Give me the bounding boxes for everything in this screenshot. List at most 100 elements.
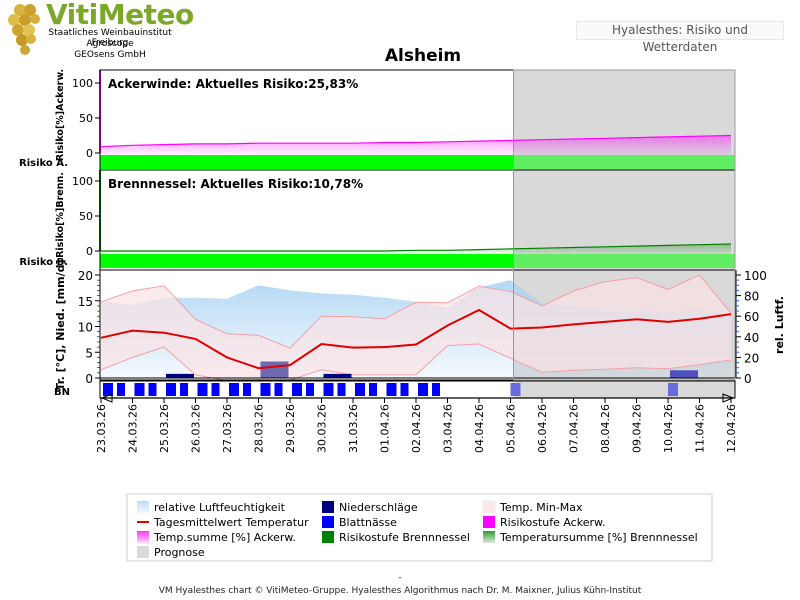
legend-swatch-box [482,500,496,514]
x-tick-label: 02.04.26 [410,404,423,453]
wetness-block [369,383,377,396]
legend-swatch-gradient [137,531,149,543]
wetness-block [306,383,314,396]
weather-ylabel: Tr. [°C], Nied. [mm/d] [54,260,67,391]
brennnessel-annotation: Brennnessel: Aktuelles Risiko:10,78% [108,177,363,191]
ackerwinde-ylabel: Risiko[%]Ackerw. [55,69,66,161]
wetness-block [229,383,239,396]
x-tick-label: 07.04.26 [568,404,581,453]
wetness-block [117,383,125,396]
precipitation-bar [670,370,698,378]
temp-max-line [100,274,732,349]
weather-ytick-right: 100 [744,269,767,283]
precipitation-bar [166,373,194,378]
brennnessel-ytick: 0 [86,245,93,258]
legend-swatch-gradient [483,531,495,543]
x-tick-label: 09.04.26 [631,404,644,453]
prognosis-frame [513,69,736,381]
brennnessel-line [101,243,732,252]
wetness-block [418,383,428,396]
weather-ytick-right: 60 [744,310,759,324]
brand-line-1: Staatliches Weinbauinstitut Freiburg [48,28,172,48]
wetness-block [197,383,208,396]
x-tick-label: 28.03.26 [253,404,266,453]
x-tick-label: 25.03.26 [158,404,171,453]
wetness-block [103,383,113,396]
x-tick-label: 03.04.26 [442,404,455,453]
scroll-left-arrow-icon [100,393,113,403]
weather-ytick-right: 20 [744,351,759,365]
wetness-block [243,383,251,396]
x-tick-label: 12.04.26 [725,404,738,453]
legend-label: Blattnässe [339,516,397,529]
precipitation-bar [323,373,352,378]
wetness-block [510,383,521,396]
ackerwinde-risk-band-prognosis [513,155,735,169]
prognosis-region-wetness [513,381,735,398]
precipitation-bar [260,361,289,378]
weather-ytick-right: 40 [744,331,759,345]
ackerwinde-risk-label: Risiko A. [19,158,68,169]
brennnessel-ytick: 100 [72,175,93,188]
legend-swatch-box [322,501,334,513]
ackerwinde-ytick: 50 [79,112,93,125]
x-tick-label: 05.04.26 [505,404,518,453]
x-tick-label: 24.03.26 [127,404,140,453]
footer-credit: VM Hyalesthes chart © VitiMeteo-Gruppe. … [158,586,642,596]
x-tick-label: 27.03.26 [221,404,234,453]
wetness-label: BN [54,387,70,398]
ackerwinde-line [100,134,732,148]
wetness-block [211,383,220,396]
wetness-block [323,383,334,396]
ackerwinde-ytick: 100 [72,77,93,90]
x-tick-label: 10.04.26 [662,404,675,453]
brand-line-3: GEOsens GmbH [74,50,146,60]
weather-ytick: 0 [85,372,93,386]
legend-label: Risikostufe Ackerw. [500,516,605,529]
x-tick-label: 30.03.26 [316,404,329,453]
wetness-block [400,383,409,396]
wetness-block [668,383,678,396]
wetness-block [180,383,188,396]
legend-swatch-box [322,516,334,528]
tab-hyalesthes[interactable]: Hyalesthes: Risiko und Wetterdaten [576,21,784,54]
wetness-block [355,383,365,396]
weather-ytick: 10 [78,321,93,335]
ackerwinde-annotation: Ackerwinde: Aktuelles Risiko:25,83% [108,77,358,91]
legend-label: Tagesmittelwert Temperatur [153,516,309,529]
weather-ytick: 15 [78,295,93,309]
legend-label: Niederschläge [339,501,418,514]
wetness-block [292,383,302,396]
x-tick-label: 23.03.26 [95,404,108,453]
legend-label: Risikostufe Brennnessel [339,531,470,544]
legend-swatch-box [483,516,495,528]
brennnessel-ylabel: Risiko[%]Brenn. [55,172,66,258]
legend-swatch-box [137,546,149,558]
scroll-right-arrow-icon [722,393,735,403]
temp-min-line [100,343,732,382]
chart-title: Alsheim [385,46,461,66]
brennnessel-risk-label: Risiko B. [19,257,68,268]
legend-label: Temperatursumme [%] Brennnessel [499,531,698,544]
x-tick-label: 31.03.26 [347,404,360,453]
x-tick-label: 11.04.26 [694,404,707,453]
x-tick-label: 08.04.26 [599,404,612,453]
ackerwinde-risk-band [100,155,514,169]
ackerwinde-ytick: 0 [86,147,93,160]
wetness-block [386,383,397,396]
brand-name: VitiMeteo [46,0,194,31]
legend-label: Temp.summe [%] Ackerw. [153,531,296,544]
legend-swatch-box [322,531,334,543]
wetness-block [260,383,271,396]
wetness-block [432,383,440,396]
legend-label: Temp. Min-Max [499,501,583,514]
brand-logo-icon [8,4,40,55]
x-tick-label: 06.04.26 [536,404,549,453]
footer-dash: - [398,573,402,583]
x-tick-label: 29.03.26 [284,404,297,453]
ackerwinde-area [101,135,731,155]
brand-line-2: Agroscope [86,39,134,49]
wetness-block [166,383,176,396]
